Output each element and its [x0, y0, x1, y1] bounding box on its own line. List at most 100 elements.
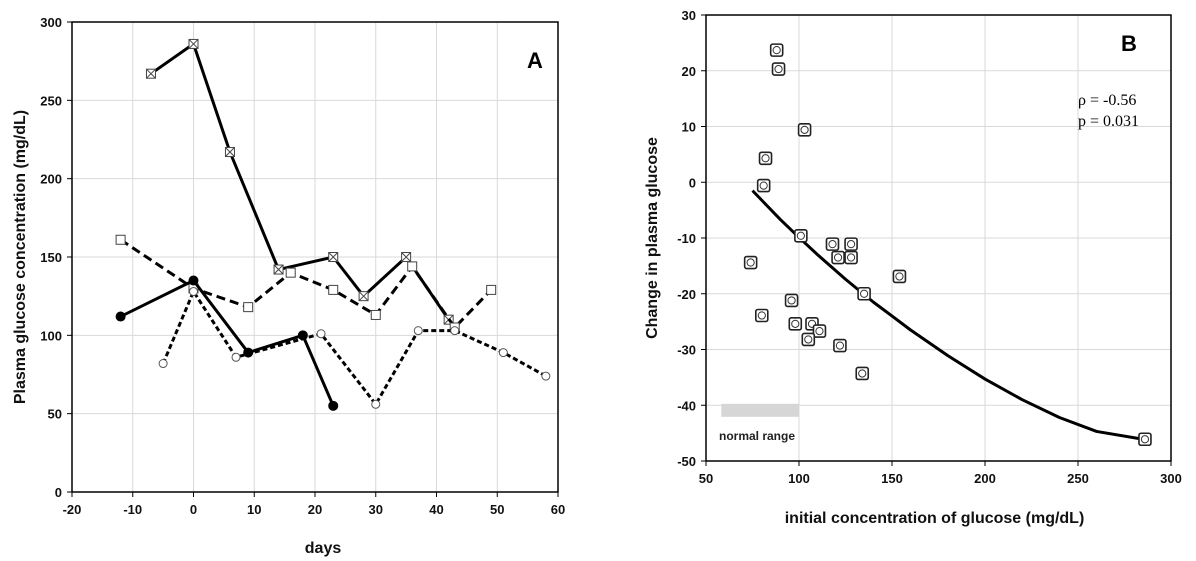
y-tick-label: 30	[682, 8, 696, 23]
marker-ring	[800, 125, 809, 134]
x-tick-label: 10	[247, 502, 261, 517]
y-axis-label-a: Plasma glucose concentration (mg/dL)	[12, 110, 29, 404]
data-point	[769, 43, 784, 57]
y-tick-label: -10	[677, 231, 696, 246]
data-point	[844, 237, 858, 251]
x-tick-label: 60	[551, 502, 565, 517]
marker-ring	[757, 311, 766, 320]
series-line	[150, 41, 450, 321]
series-line	[119, 238, 493, 330]
y-tick-label: 200	[40, 172, 62, 187]
y-tick-label: 10	[682, 120, 696, 135]
data-point	[541, 371, 551, 381]
x-tick-label: 0	[190, 502, 197, 517]
plot-frame	[71, 21, 559, 493]
y-tick-label: 50	[48, 407, 62, 422]
y-tick-label: 150	[40, 250, 62, 265]
fit-curve	[751, 189, 1144, 441]
data-point	[833, 338, 847, 353]
data-point	[316, 329, 326, 339]
data-point	[188, 38, 199, 49]
data-point	[892, 269, 907, 284]
panel-b-axes	[701, 14, 1172, 466]
marker-ring	[804, 335, 813, 344]
marker-ring	[759, 181, 768, 190]
marker-ring	[860, 289, 869, 298]
x-tick-label: -20	[63, 502, 82, 517]
y-tick-label: 250	[40, 93, 62, 108]
x-tick-label: 40	[429, 502, 443, 517]
marker-ring	[791, 319, 800, 328]
data-point	[812, 324, 827, 338]
x-tick-label: 200	[974, 471, 996, 486]
marker-cross	[358, 291, 369, 302]
x-tick-label: 100	[788, 471, 810, 486]
marker-ring	[761, 154, 770, 163]
series-line	[161, 288, 547, 407]
y-tick-label: 300	[40, 15, 62, 30]
marker-ring	[787, 296, 796, 305]
data-point	[756, 178, 771, 193]
marker-cross	[146, 68, 156, 79]
y-tick-label: -20	[677, 287, 696, 302]
marker-ring	[858, 369, 867, 378]
normal-range-band	[721, 403, 799, 417]
y-tick-label: 100	[40, 328, 62, 343]
marker-ring	[895, 272, 904, 281]
y-tick-label: -40	[677, 398, 696, 413]
y-tick-label: 0	[689, 175, 696, 190]
data-point	[328, 400, 339, 411]
data-point	[771, 62, 786, 76]
marker-cross	[273, 264, 284, 275]
data-point	[794, 228, 808, 243]
x-tick-label: 300	[1160, 471, 1182, 486]
marker-cross	[401, 252, 411, 262]
marker-ring	[1140, 435, 1150, 444]
marker-cross	[225, 147, 235, 157]
p-value-annotation: p = 0.031	[1078, 113, 1139, 130]
marker-ring	[774, 64, 783, 74]
data-point	[407, 261, 418, 272]
plot-frame	[705, 14, 1172, 462]
data-point	[844, 250, 858, 265]
scatter-points	[743, 43, 1152, 447]
marker-ring	[796, 231, 805, 240]
x-tick-label: 250	[1067, 471, 1089, 486]
marker-ring	[835, 341, 845, 350]
data-point	[231, 352, 241, 362]
y-tick-label: 0	[55, 485, 62, 500]
x-tick-label: -10	[123, 502, 142, 517]
data-point	[831, 250, 845, 265]
data-point	[857, 286, 871, 301]
marker-ring	[846, 253, 856, 262]
y-tick-label: 20	[682, 64, 696, 79]
data-point	[158, 359, 168, 369]
data-point	[328, 284, 339, 295]
series-4	[158, 286, 551, 409]
data-point	[358, 291, 369, 302]
data-point	[754, 308, 769, 323]
marker-cross	[328, 252, 339, 262]
data-point	[328, 252, 339, 262]
marker-ring	[815, 327, 824, 336]
data-point	[371, 399, 381, 409]
x-tick-label: 30	[369, 502, 383, 517]
data-point	[115, 311, 126, 322]
data-point	[401, 252, 412, 262]
marker-ring	[772, 46, 781, 55]
rho-annotation: ρ = -0.56	[1078, 92, 1136, 109]
y-tick-label: -30	[677, 343, 696, 358]
marker-ring	[833, 253, 843, 262]
y-tick-label: -50	[677, 454, 696, 469]
y-axis-label-b: Change in plasma glucose	[644, 137, 661, 339]
panel-label-b: B	[1121, 31, 1137, 56]
data-point	[855, 366, 870, 381]
data-point	[243, 302, 254, 313]
marker-ring	[828, 240, 837, 249]
data-point	[188, 275, 199, 286]
x-tick-label: 150	[881, 471, 903, 486]
normal-range-label: normal range	[719, 429, 795, 443]
marker-cross	[188, 39, 199, 49]
data-point	[413, 326, 423, 336]
